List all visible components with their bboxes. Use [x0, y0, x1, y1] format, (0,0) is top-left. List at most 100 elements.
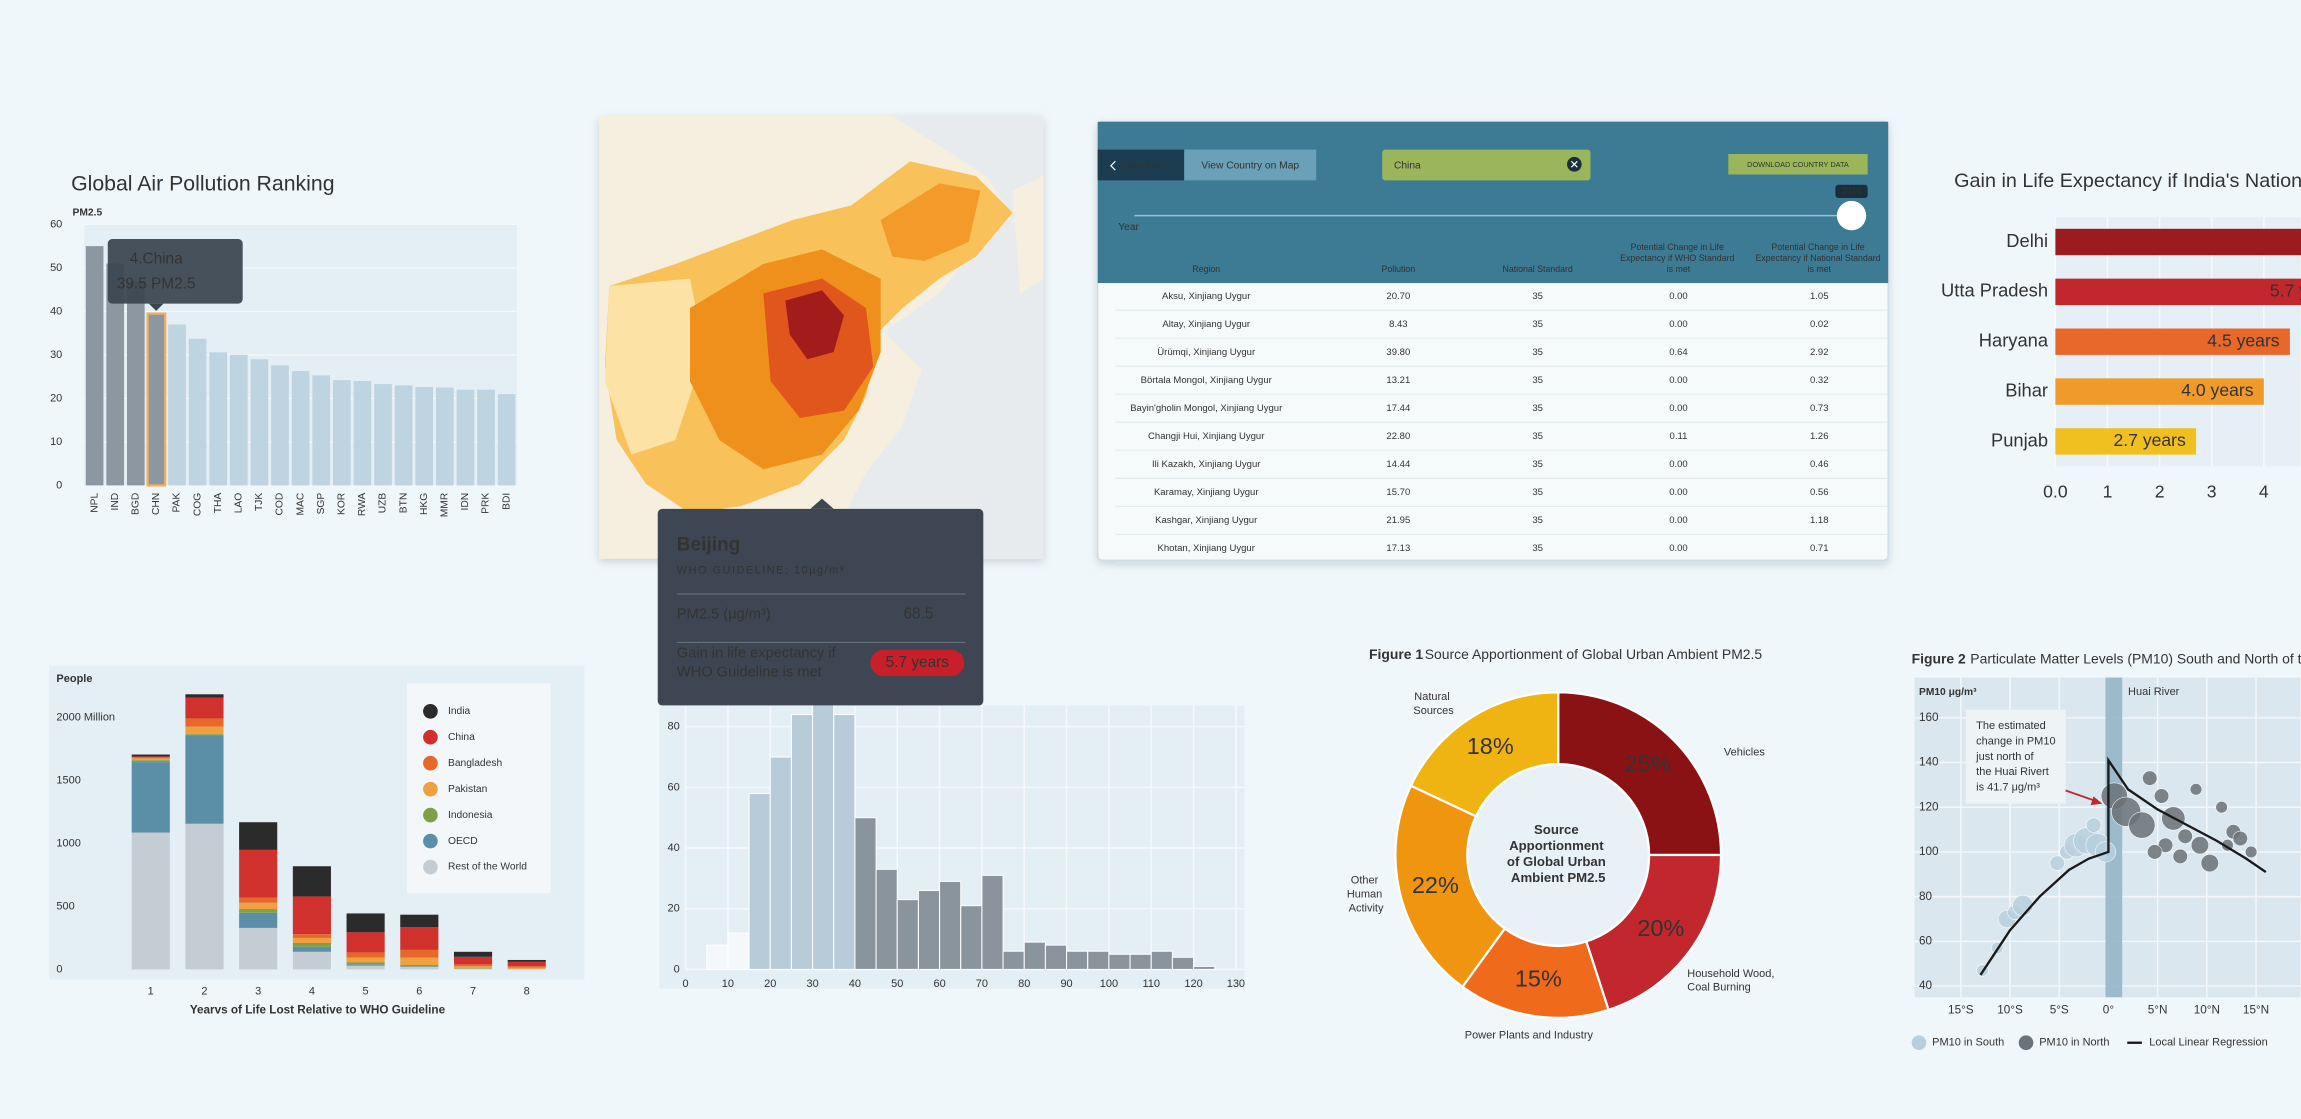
- region-beijing: [785, 290, 844, 360]
- bar: [168, 324, 186, 486]
- y-tick-label: Delhi: [2006, 230, 2048, 251]
- legend-label: Local Linear Regression: [2149, 1037, 2267, 1049]
- legend-label: Indonesia: [448, 810, 493, 821]
- histogram-bar: [1129, 953, 1152, 970]
- legend-swatch: [423, 729, 438, 745]
- bar: [332, 380, 351, 486]
- table-cell: 13.21: [1386, 375, 1410, 386]
- legend-swatch: [423, 781, 438, 797]
- annotation-box: [1965, 709, 2066, 804]
- histogram-bar: [1193, 965, 1216, 970]
- x-tick-label: RWA: [357, 493, 368, 517]
- table-cell: 0.00: [1669, 459, 1688, 470]
- value-label: 20%: [1637, 915, 1684, 941]
- scatter-point: [2190, 836, 2210, 855]
- scatter-point: [2215, 801, 2228, 814]
- scatter-point: [2086, 817, 2102, 833]
- bar: [106, 263, 125, 486]
- legend-label: China: [448, 732, 475, 743]
- bar: [477, 389, 495, 486]
- table-cell: Karamay, Xinjiang Uygur: [1154, 487, 1259, 498]
- bar: [497, 394, 516, 486]
- table-cell: 0.64: [1669, 347, 1688, 358]
- table-cell: 0.00: [1669, 319, 1688, 330]
- x-tick-label: 40: [849, 978, 861, 990]
- histogram-bar: [727, 932, 750, 970]
- slider-knob[interactable]: [1836, 200, 1867, 231]
- histogram-bar: [1087, 950, 1110, 970]
- x-tick-label: BDI: [501, 493, 512, 510]
- bar-segment: [292, 946, 331, 952]
- histogram-bar: [790, 714, 814, 970]
- table-cell: 35: [1532, 431, 1543, 442]
- x-tick-label: 110: [1142, 978, 1160, 990]
- tooltip-row-label: PM2.5 (µg/m³): [677, 606, 771, 622]
- bar: [2055, 278, 2301, 306]
- x-tick-label: 4: [2259, 481, 2269, 501]
- x-tick-label: 8: [524, 985, 530, 997]
- scatter-point: [2012, 895, 2034, 917]
- y-axis-label: PM10 μg/m³: [1919, 687, 1977, 698]
- tooltip-title: Beijing: [677, 535, 741, 556]
- table-header-band: [1097, 121, 1889, 284]
- pie-slice: [1557, 691, 1723, 857]
- bar: [188, 338, 207, 486]
- x-tick-label: 3: [2207, 481, 2217, 501]
- x-tick-label: THA: [213, 493, 224, 514]
- x-tick-label: 80: [1018, 978, 1030, 990]
- histogram-bar: [833, 714, 856, 970]
- scatter-point: [2147, 844, 2163, 860]
- bar-segment: [453, 964, 493, 967]
- table-cell: 0.00: [1669, 375, 1688, 386]
- chart-title: Source Apportionment of Global Urban Amb…: [1425, 646, 1763, 662]
- search-box[interactable]: [1382, 149, 1591, 181]
- y-tick-label: Haryana: [1979, 330, 2049, 351]
- tooltip-pointer: [810, 498, 834, 509]
- y-tick-label: 40: [50, 305, 62, 317]
- table-cell: 0.00: [1669, 543, 1688, 554]
- donut-hole: [1468, 765, 1648, 945]
- value-label: 4.0 years: [2181, 380, 2254, 400]
- y-axis-label: People: [56, 673, 92, 685]
- legend-label: PM10 in North: [2039, 1037, 2109, 1049]
- chart-title: Global Air Pollution Ranking: [71, 171, 334, 195]
- x-tick-label: 10: [722, 978, 734, 990]
- x-tick-label: 0: [683, 978, 689, 990]
- bar: [2055, 328, 2290, 355]
- y-tick-label: 30: [50, 349, 62, 361]
- x-tick-label: 1: [148, 985, 154, 997]
- y-tick-label: 500: [56, 900, 74, 912]
- legend-label: Bangladesh: [448, 758, 502, 769]
- scatter-point: [2232, 830, 2248, 847]
- table-cell: 21.95: [1386, 515, 1410, 526]
- x-tick-label: COG: [192, 493, 203, 516]
- region-northeast: [880, 183, 981, 262]
- bar-segment: [400, 927, 439, 950]
- legend-label: Pakistan: [448, 784, 488, 795]
- table-cell: 0.71: [1810, 543, 1829, 554]
- bar-segment: [131, 757, 170, 759]
- histogram-bar: [812, 689, 835, 970]
- table-cell: 35: [1532, 459, 1543, 470]
- overlay-layer: Beijing WHO GUIDELINE: 10µg/m³ PM2.5 (µg/m…: [657, 498, 984, 706]
- y-tick-label: 10: [50, 436, 62, 448]
- y-tick-label: 40: [668, 842, 680, 854]
- bar-segment: [185, 726, 224, 735]
- x-tick-label: IND: [110, 493, 121, 511]
- table-cell: Khotan, Xinjiang Uygur: [1158, 543, 1256, 554]
- view-country-button[interactable]: [1184, 149, 1317, 181]
- table-cell: 35: [1532, 347, 1543, 358]
- bar-segment: [239, 912, 278, 928]
- table-cell: Ürümqi, Xinjiang Uygur: [1157, 347, 1256, 358]
- bar: [353, 381, 372, 486]
- table-cell: 0.46: [1810, 459, 1829, 470]
- value-label: 2.7 years: [2113, 430, 2186, 450]
- slice-label: Vehicles: [1724, 746, 1765, 758]
- bar-segment: [131, 832, 170, 970]
- download-button[interactable]: [1728, 153, 1868, 175]
- bar-segment: [131, 760, 170, 763]
- bar-segment: [346, 913, 385, 933]
- x-tick-label: 2: [201, 985, 207, 997]
- table-cell: Changji Hui, Xinjiang Uygur: [1148, 431, 1265, 442]
